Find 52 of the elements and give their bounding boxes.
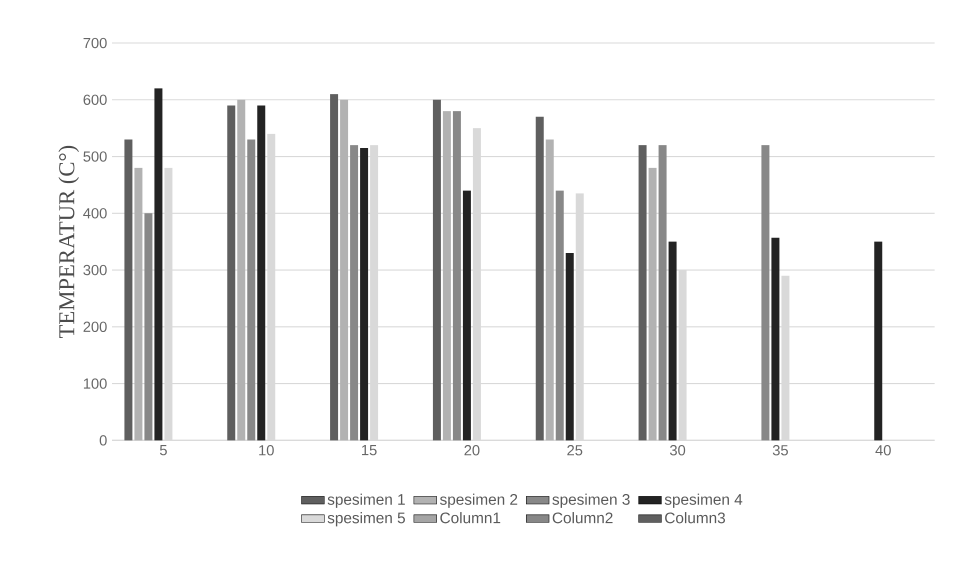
bar [360,148,368,440]
bar [227,105,236,440]
bar [761,145,770,440]
bar [432,100,441,440]
y-axis-title: TEMPERATUR (C°) [58,146,80,338]
y-tick-label: 400 [83,208,107,218]
x-tick-label: 10 [259,445,274,456]
bar [154,88,162,440]
bar [874,242,882,440]
bar [247,140,256,440]
bar [771,238,780,440]
legend-label: Column1 [440,512,500,524]
bar [566,253,574,440]
y-tick-label: 200 [84,322,107,332]
y-tick-label: 600 [84,94,107,105]
bar [462,190,471,440]
x-tick-label: 30 [670,445,686,456]
x-tick-label: 20 [464,445,480,456]
bar [257,105,266,440]
bar [658,145,667,440]
bar [237,100,246,440]
bar [134,168,142,440]
y-tick-label: 100 [84,378,107,389]
legend-label: Column3 [665,512,725,524]
x-tick-label: 35 [772,445,788,456]
y-tick-label: 0 [100,435,107,446]
bar [350,145,358,440]
bar [546,140,554,440]
legend-label: spesimen 2 [440,494,518,508]
bar [340,100,348,440]
legend-label: spesimen 4 [664,494,742,508]
bar [330,94,338,440]
bar [556,190,564,440]
legend-label: spesimen 5 [328,512,405,526]
x-tick-label: 25 [567,445,582,456]
y-tick-label: 300 [83,264,107,276]
x-tick-label: 5 [160,445,167,456]
bar [638,145,647,440]
bar [124,140,132,440]
y-tick-label: 700 [84,38,107,48]
bar [668,242,677,440]
legend-label: Column2 [552,512,613,524]
bar [442,111,451,440]
legend-label: spesimen 3 [552,494,630,508]
bar [452,111,461,440]
y-tick-label: 500 [83,151,107,162]
bar [648,168,657,440]
x-tick-label: 15 [362,445,377,456]
legend-label: spesimen 1 [328,494,405,508]
bar [536,116,544,440]
bar [144,213,152,440]
x-tick-label: 40 [875,445,891,456]
